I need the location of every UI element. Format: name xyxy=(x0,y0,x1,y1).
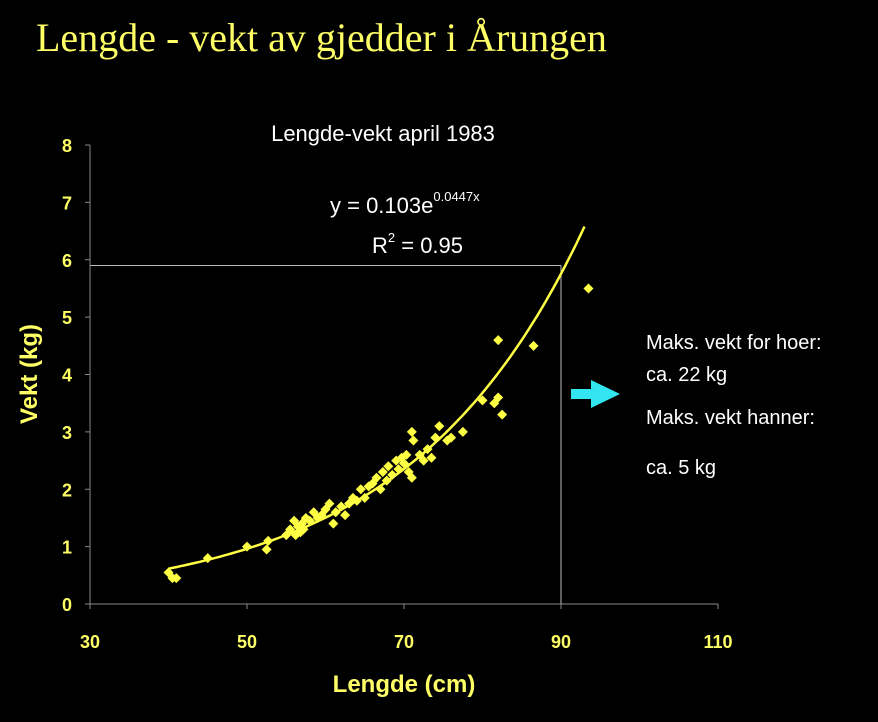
data-point xyxy=(477,395,488,406)
y-tick-label: 8 xyxy=(62,136,72,156)
data-point xyxy=(328,518,339,529)
trendline xyxy=(168,225,586,570)
data-point xyxy=(340,510,351,521)
r-squared-value: = 0.95 xyxy=(395,233,463,258)
data-point xyxy=(324,498,335,509)
equation-base: y = 0.103e xyxy=(330,193,433,218)
data-point xyxy=(457,426,468,437)
data-point xyxy=(401,449,412,460)
note-female-max-value: ca. 22 kg xyxy=(646,364,728,386)
arrow-right-icon xyxy=(571,380,620,408)
y-tick-label: 2 xyxy=(62,480,72,500)
x-tick-label: 50 xyxy=(237,632,257,652)
x-tick-label: 110 xyxy=(703,632,732,652)
data-point xyxy=(528,340,539,351)
data-point xyxy=(377,467,388,478)
data-point xyxy=(583,283,594,294)
note-male-max-label: Maks. vekt hanner: xyxy=(646,407,815,429)
data-point xyxy=(261,544,272,555)
x-tick-label: 70 xyxy=(394,632,414,652)
x-tick-label: 90 xyxy=(551,632,571,652)
data-point xyxy=(426,452,437,463)
trendline-equation: y = 0.103e0.0447x xyxy=(330,189,480,218)
y-tick-label: 1 xyxy=(62,538,72,558)
trendline-group xyxy=(168,225,586,570)
reference-lines xyxy=(90,264,562,604)
data-point xyxy=(497,409,508,420)
data-point xyxy=(434,421,445,432)
r-squared: R2 = 0.95 xyxy=(372,230,463,258)
data-point xyxy=(493,335,504,346)
data-point xyxy=(383,461,394,472)
y-tick-label: 4 xyxy=(62,366,72,386)
data-point xyxy=(406,426,417,437)
data-point xyxy=(171,573,182,584)
data-point xyxy=(418,455,429,466)
slide-title: Lengde - vekt av gjedder i Årungen xyxy=(36,15,607,60)
data-point xyxy=(371,472,382,483)
equation-exponent: 0.0447x xyxy=(433,189,480,204)
data-point xyxy=(408,435,419,446)
y-tick-label: 3 xyxy=(62,423,72,443)
chart-axes: 0 1 2 3 4 5 6 7 8 30 50 70 90 110 xyxy=(62,136,733,652)
y-tick-label: 0 xyxy=(62,595,72,615)
y-tick-label: 7 xyxy=(62,193,72,213)
data-point xyxy=(493,392,504,403)
data-point xyxy=(355,484,366,495)
note-female-max-label: Maks. vekt for hoer: xyxy=(646,332,822,354)
r-squared-power: 2 xyxy=(388,230,395,245)
x-tick-label: 30 xyxy=(80,632,100,652)
data-point xyxy=(406,472,417,483)
y-axis-label: Vekt (kg) xyxy=(16,324,43,424)
data-point xyxy=(446,432,457,443)
chart-title: Lengde-vekt april 1983 xyxy=(271,121,495,146)
y-tick-label: 5 xyxy=(62,308,72,328)
x-axis-label: Lengde (cm) xyxy=(333,671,476,698)
note-male-max-value: ca. 5 kg xyxy=(646,457,717,479)
r-squared-symbol: R xyxy=(372,233,388,258)
y-tick-label: 6 xyxy=(62,251,72,271)
